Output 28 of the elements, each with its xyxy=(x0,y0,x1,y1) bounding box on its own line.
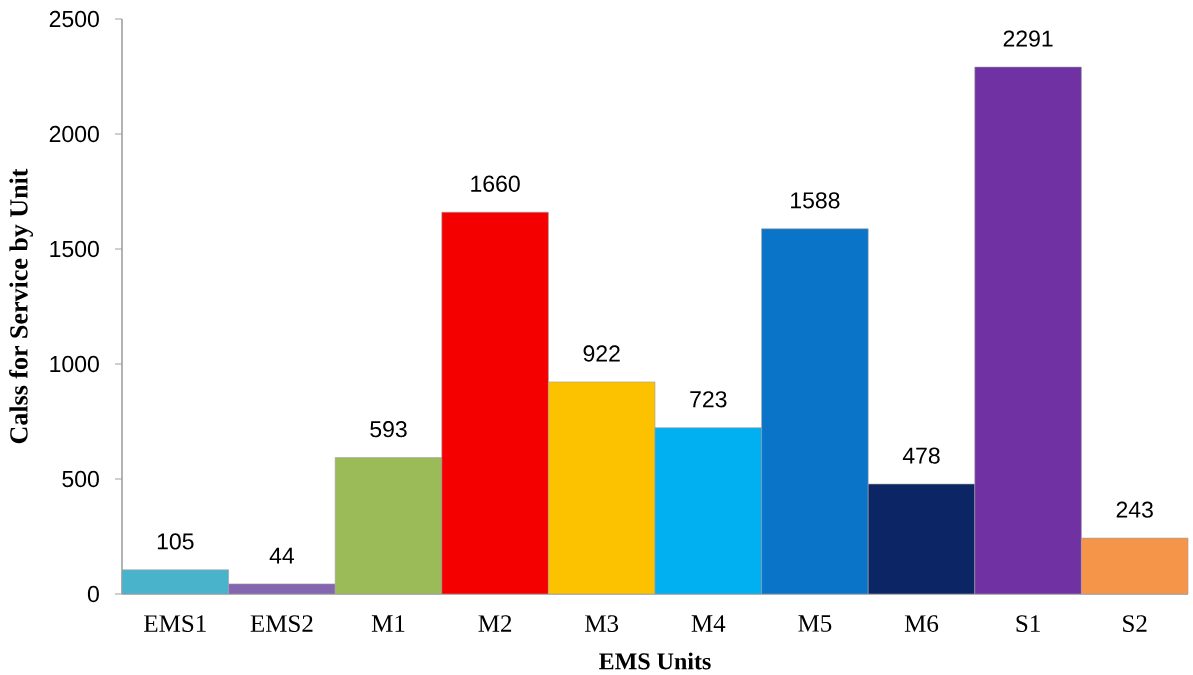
data-label: 44 xyxy=(269,547,295,564)
x-tick-label: S1 xyxy=(1016,615,1040,632)
data-label: 478 xyxy=(902,447,940,464)
data-label: 1588 xyxy=(791,192,840,209)
y-tick-label: 0 xyxy=(87,585,99,603)
data-label: 922 xyxy=(583,345,620,362)
x-tick-label: M5 xyxy=(798,615,832,632)
data-label: 243 xyxy=(1116,501,1153,518)
data-label: 723 xyxy=(690,391,727,408)
x-tick-label: M1 xyxy=(371,615,405,632)
data-label: 2291 xyxy=(1003,30,1053,47)
x-tick-label: S2 xyxy=(1123,615,1147,632)
x-tick-label: EMS2 xyxy=(250,615,313,632)
x-tick-label: M4 xyxy=(691,615,726,632)
data-label: 1660 xyxy=(471,175,520,192)
y-tick-label: 1000 xyxy=(50,355,99,373)
y-axis-title: Calss for Service by Unit xyxy=(9,168,34,444)
data-label: 105 xyxy=(157,533,194,550)
x-axis-title: EMS Units xyxy=(599,652,711,670)
y-tick-label: 1500 xyxy=(50,240,99,258)
y-tick-label: 2000 xyxy=(49,125,99,143)
x-tick-label: EMS1 xyxy=(144,615,206,632)
x-tick-label: M3 xyxy=(585,615,619,632)
data-label: 593 xyxy=(370,421,407,438)
x-tick-label: M2 xyxy=(478,615,512,632)
y-tick-label: 500 xyxy=(62,470,99,488)
x-tick-label: M6 xyxy=(904,615,939,632)
y-tick-label: 2500 xyxy=(49,10,99,28)
